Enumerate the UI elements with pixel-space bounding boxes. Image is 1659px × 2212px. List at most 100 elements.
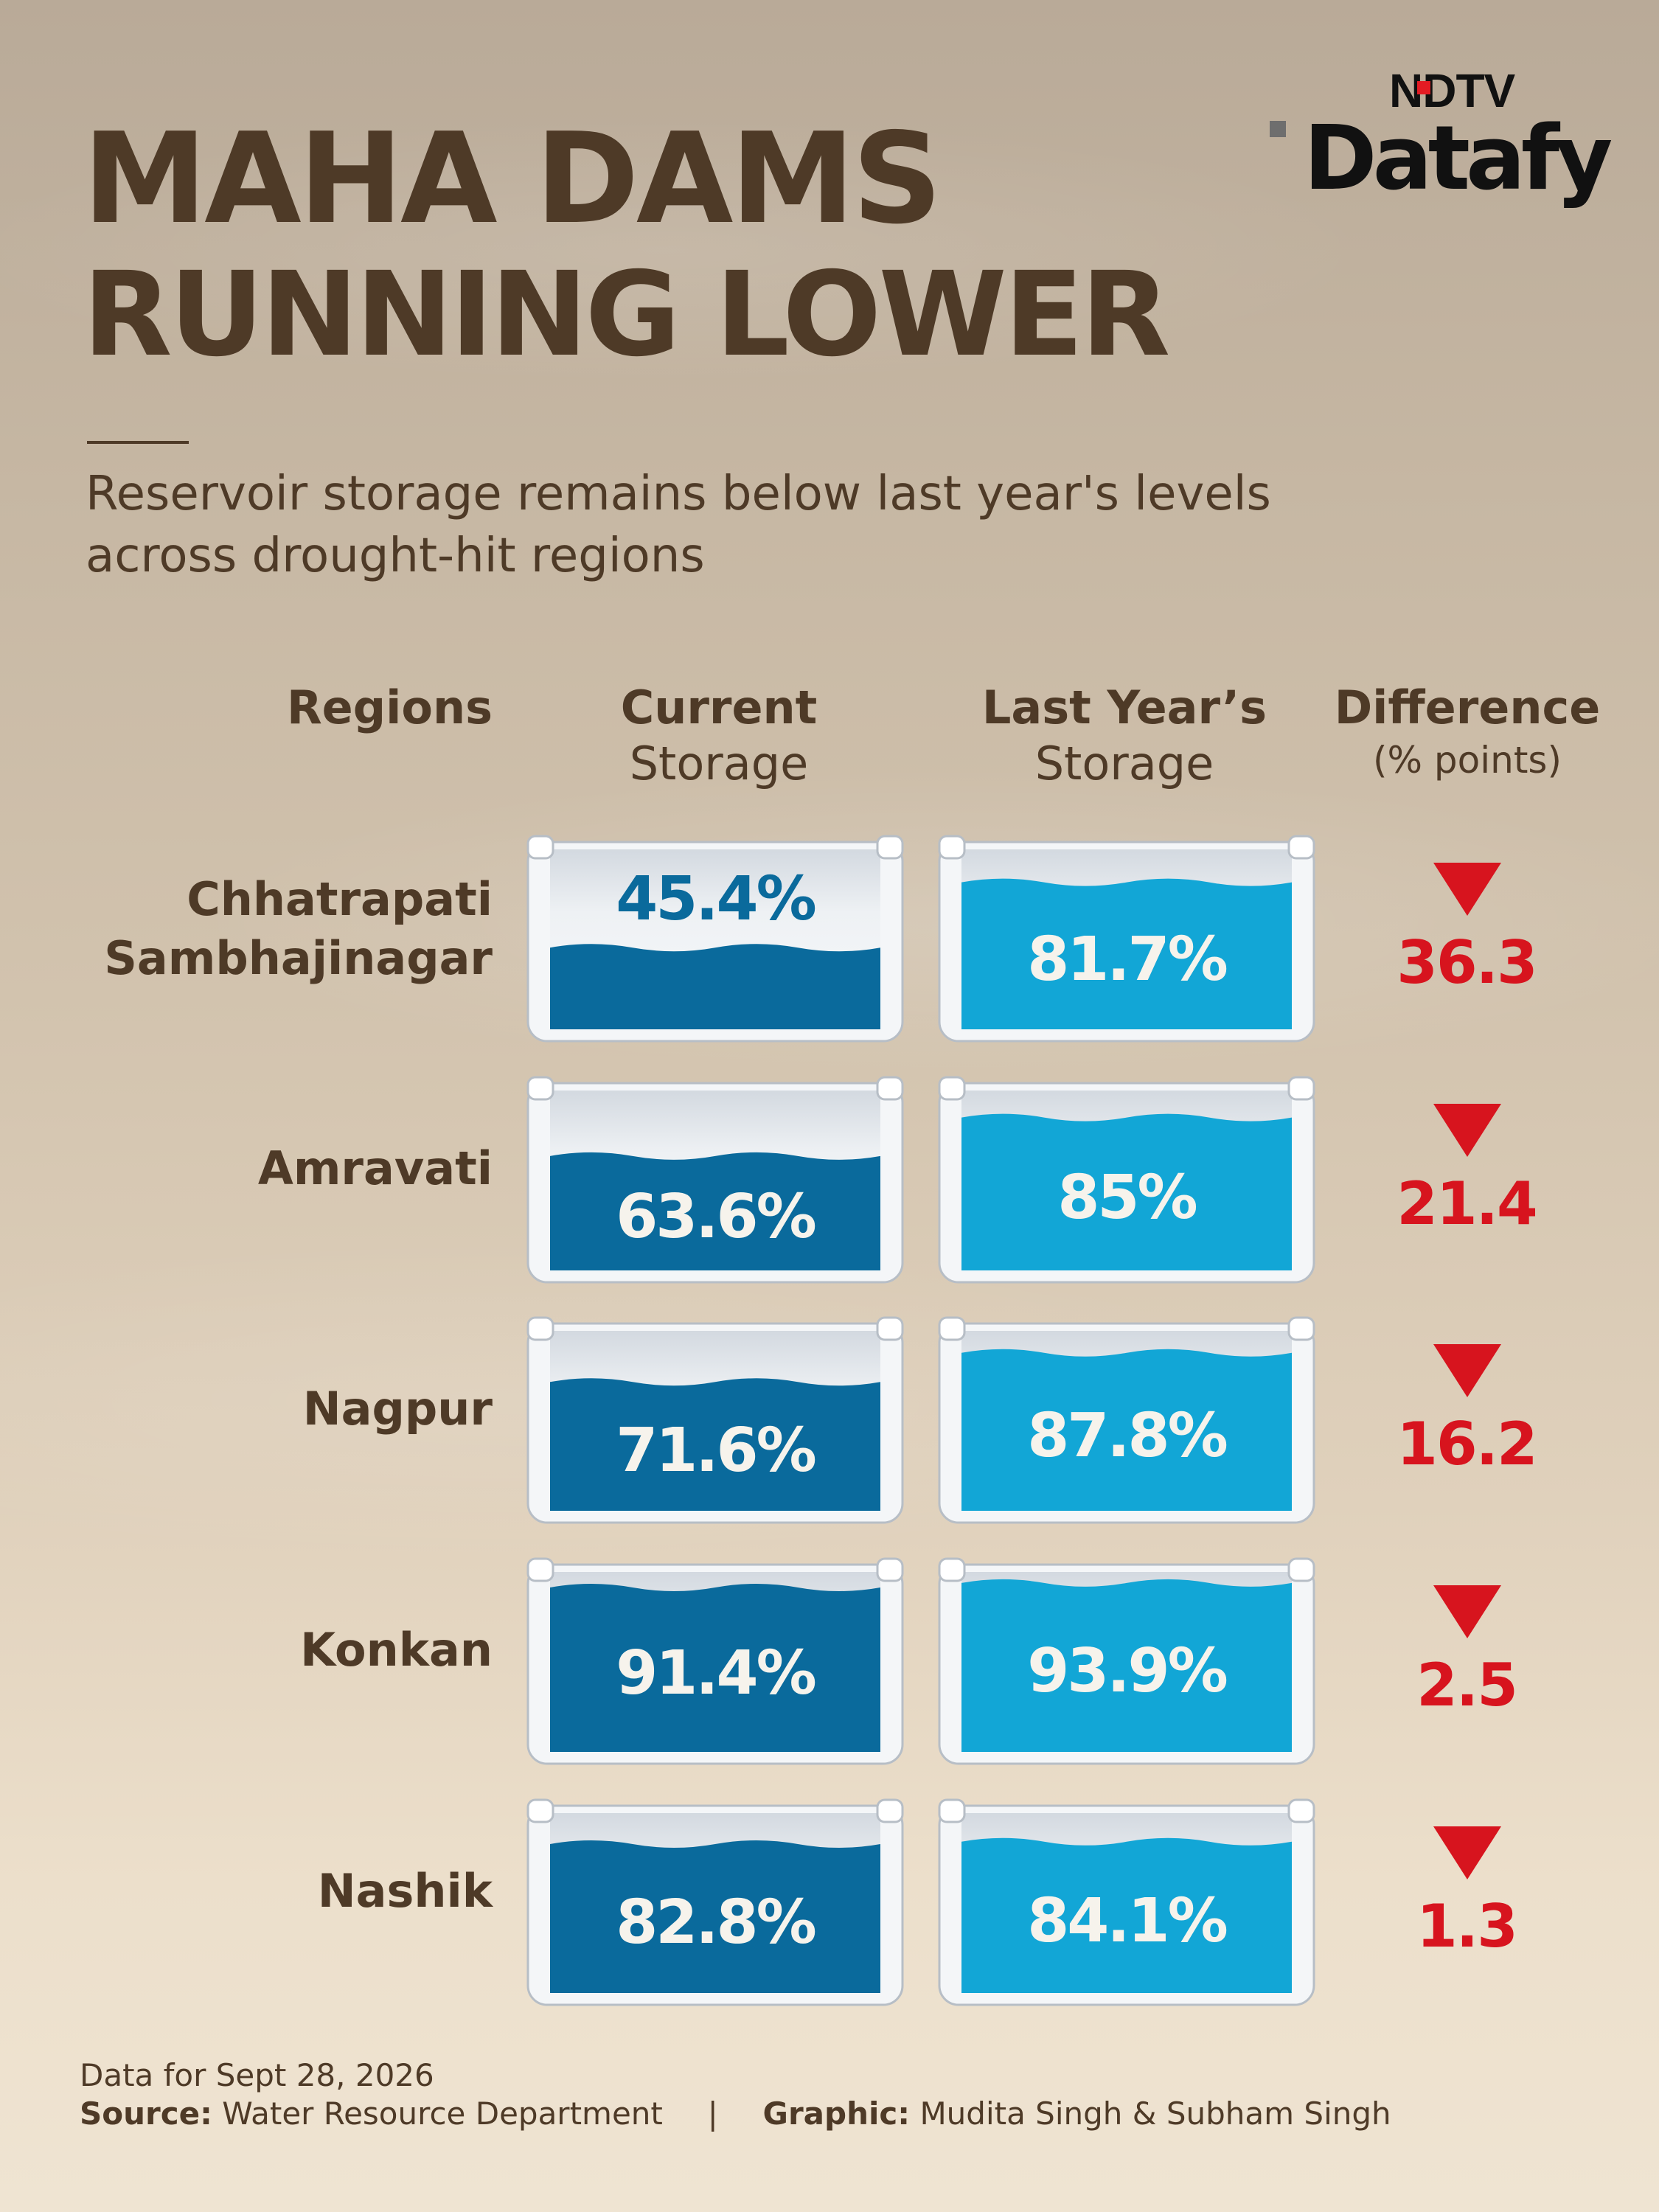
current-storage-tank-graphic xyxy=(526,1316,904,1524)
water-level-bar xyxy=(550,1378,880,1511)
footer-source-value: Water Resource Department xyxy=(222,2096,663,2132)
tank-post-right xyxy=(876,1076,904,1101)
region-name-line2: Sambhajinagar xyxy=(104,931,493,985)
ndtv-datafy-logo: NDTV Datafy xyxy=(1259,64,1613,212)
subtitle: Reservoir storage remains below last yea… xyxy=(86,463,1486,587)
storage-value-label: 87.8% xyxy=(1027,1400,1228,1471)
region-name: Nagpur xyxy=(303,1380,493,1439)
difference-value: 2.5 xyxy=(1416,1651,1518,1719)
down-arrow-icon xyxy=(1433,1585,1501,1638)
tank-post-right xyxy=(1287,1798,1315,1823)
water-level-bar xyxy=(961,1579,1292,1752)
region-name: Nashik xyxy=(318,1862,493,1921)
tank-post-left xyxy=(938,1557,966,1582)
logo-datafy-text: Datafy xyxy=(1304,108,1613,210)
water-level-bar xyxy=(961,1113,1292,1270)
column-header-current-line1: Current xyxy=(620,681,818,734)
tank-post-left xyxy=(938,1798,966,1823)
current-storage-tank-graphic xyxy=(526,1557,904,1765)
tank-post-right xyxy=(1287,1316,1315,1341)
water-level-bar xyxy=(550,1152,880,1270)
difference-value: 21.4 xyxy=(1397,1169,1537,1238)
region-name-line1: Amravati xyxy=(257,1141,493,1195)
subtitle-line2: across drought-hit regions xyxy=(86,529,705,583)
difference-value: 1.3 xyxy=(1416,1892,1518,1961)
tank-post-right xyxy=(876,835,904,860)
water-level-bar xyxy=(961,1837,1292,1993)
water-level-bar xyxy=(550,1583,880,1752)
storage-value-label: 81.7% xyxy=(1027,925,1228,995)
water-level-bar xyxy=(550,1840,880,1993)
footer-graphic-label: Graphic: xyxy=(762,2096,911,2132)
current-storage-tank: 63.6% xyxy=(524,1074,907,1287)
last-year-storage-tank: 84.1% xyxy=(935,1797,1318,2009)
region-name: Konkan xyxy=(300,1621,493,1680)
region-name-line1: Nagpur xyxy=(302,1382,493,1436)
last-year-storage-tank-graphic xyxy=(938,1316,1315,1524)
title-divider xyxy=(87,441,189,444)
last-year-storage-tank: 93.9% xyxy=(935,1556,1318,1768)
current-storage-tank: 91.4% xyxy=(524,1556,907,1768)
current-storage-tank-graphic xyxy=(526,1076,904,1284)
logo-ndtv-text: NDTV xyxy=(1389,64,1515,117)
tank-post-right xyxy=(1287,1557,1315,1582)
column-header-diff-line2: (% points) xyxy=(1373,739,1562,782)
down-arrow-icon xyxy=(1433,1826,1501,1879)
last-year-storage-tank-graphic xyxy=(938,1076,1315,1284)
column-header-regions: Regions xyxy=(271,680,493,736)
storage-value-label: 85% xyxy=(1057,1163,1197,1234)
page-title-line2: RUNNING LOWER xyxy=(83,247,1170,383)
tank-post-left xyxy=(526,835,554,860)
column-header-last-line2: Storage xyxy=(1034,737,1214,790)
tank-post-right xyxy=(1287,835,1315,860)
tank-post-left xyxy=(526,1076,554,1101)
column-header-current: Current Storage xyxy=(553,680,885,792)
footer-separator: | xyxy=(707,2096,718,2132)
tank-post-right xyxy=(876,1557,904,1582)
storage-value-label: 63.6% xyxy=(616,1182,816,1253)
footer-date: Data for Sept 28, 2026 xyxy=(80,2057,434,2093)
last-year-storage-tank-graphic xyxy=(938,835,1315,1043)
tank-post-right xyxy=(876,1798,904,1823)
current-storage-tank-graphic xyxy=(526,1798,904,2006)
last-year-storage-tank: 81.7% xyxy=(935,833,1318,1046)
tank-post-right xyxy=(1287,1076,1315,1101)
current-storage-tank: 71.6% xyxy=(524,1315,907,1527)
region-name: Amravati xyxy=(258,1139,493,1198)
column-header-current-line2: Storage xyxy=(629,737,809,790)
tank-post-left xyxy=(526,1798,554,1823)
water-level-bar xyxy=(961,878,1292,1029)
last-year-storage-tank-graphic xyxy=(938,1798,1315,2006)
difference-value: 16.2 xyxy=(1397,1410,1537,1478)
difference-value: 36.3 xyxy=(1397,928,1537,997)
current-storage-tank: 45.4% xyxy=(524,833,907,1046)
down-arrow-icon xyxy=(1433,1344,1501,1397)
last-year-storage-tank: 87.8% xyxy=(935,1315,1318,1527)
footer-source-label: Source: xyxy=(80,2096,212,2132)
footer-graphic-value: Mudita Singh & Subham Singh xyxy=(919,2096,1391,2132)
current-storage-tank: 82.8% xyxy=(524,1797,907,2009)
tank-post-left xyxy=(526,1316,554,1341)
storage-value-label: 45.4% xyxy=(616,864,816,934)
column-header-difference: Difference (% points) xyxy=(1312,680,1622,785)
region-name: Chhatrapati Sambhajinagar xyxy=(104,870,493,988)
subtitle-line1: Reservoir storage remains below last yea… xyxy=(86,467,1271,521)
water-level-bar xyxy=(550,944,880,1029)
logo-red-square-icon xyxy=(1417,81,1430,94)
water-level-bar xyxy=(961,1349,1292,1511)
region-name-line1: Nashik xyxy=(317,1864,493,1918)
down-arrow-icon xyxy=(1433,863,1501,916)
tank-post-right xyxy=(876,1316,904,1341)
last-year-storage-tank: 85% xyxy=(935,1074,1318,1287)
column-header-last-line1: Last Year’s xyxy=(981,681,1267,734)
storage-value-label: 84.1% xyxy=(1027,1886,1228,1957)
storage-value-label: 82.8% xyxy=(616,1887,816,1958)
region-name-line1: Konkan xyxy=(300,1623,493,1677)
storage-value-label: 71.6% xyxy=(616,1415,816,1486)
tank-post-left xyxy=(938,1316,966,1341)
tank-post-left xyxy=(526,1557,554,1582)
down-arrow-icon xyxy=(1433,1104,1501,1157)
storage-value-label: 93.9% xyxy=(1027,1636,1228,1707)
region-name-line1: Chhatrapati xyxy=(187,872,493,926)
